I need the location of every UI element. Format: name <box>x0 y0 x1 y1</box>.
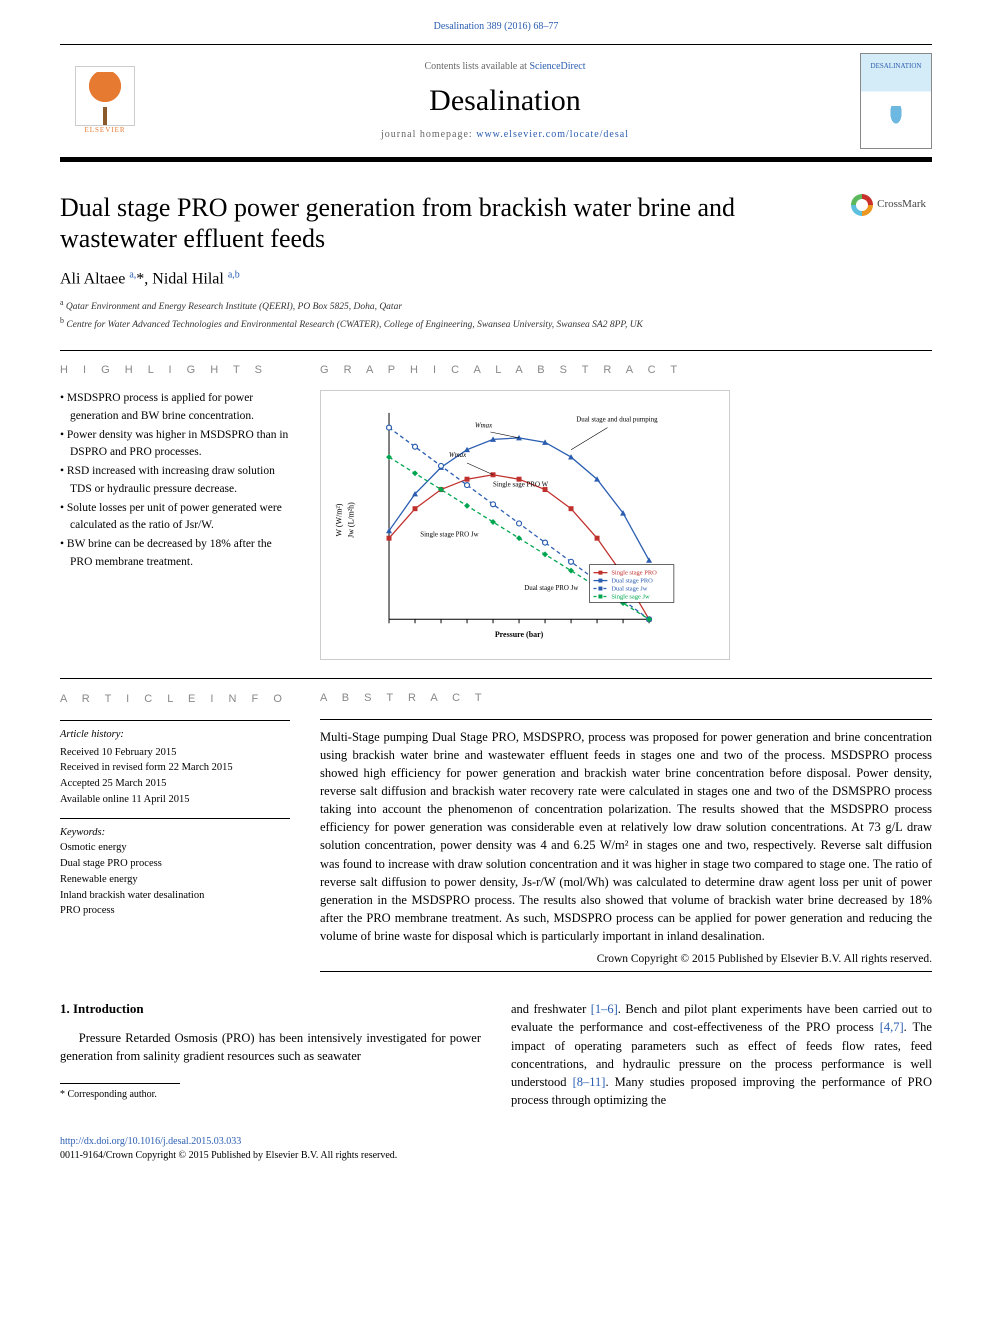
citation-link[interactable]: [8–11] <box>573 1075 606 1089</box>
section-heading: 1. Introduction <box>60 1000 481 1019</box>
body-paragraph: and freshwater [1–6]. Bench and pilot pl… <box>511 1000 932 1109</box>
highlights-list: MSDSPRO process is applied for power gen… <box>60 390 290 571</box>
history-line: Received in revised form 22 March 2015 <box>60 760 290 776</box>
doi-link[interactable]: http://dx.doi.org/10.1016/j.desal.2015.0… <box>60 1136 241 1147</box>
homepage-prefix: journal homepage: <box>381 129 476 140</box>
journal-name: Desalination <box>150 80 860 122</box>
divider <box>60 350 932 351</box>
info-divider <box>60 720 290 721</box>
svg-text:Single stage PRO: Single stage PRO <box>611 570 657 577</box>
svg-text:Dual stage PRO Jw: Dual stage PRO Jw <box>524 584 578 592</box>
svg-text:Jw (L/m²h): Jw (L/m²h) <box>346 502 355 538</box>
info-divider <box>60 818 290 819</box>
author-2: Nidal Hilal <box>152 271 228 288</box>
highlight-item: BW brine can be decreased by 18% after t… <box>60 536 290 571</box>
highlights-label: H I G H L I G H T S <box>60 363 290 378</box>
article-title: Dual stage PRO power generation from bra… <box>60 192 835 254</box>
highlight-item: Solute losses per unit of power generate… <box>60 500 290 535</box>
affiliation-a: a Qatar Environment and Energy Research … <box>60 297 932 314</box>
svg-text:Wmax: Wmax <box>475 422 493 430</box>
footnote-text: Corresponding author. <box>65 1089 157 1100</box>
cover-label: DESALINATION <box>871 62 922 70</box>
keyword: PRO process <box>60 903 290 919</box>
abstract-divider <box>320 971 932 972</box>
journal-cover-thumbnail: DESALINATION <box>860 53 932 149</box>
body-paragraph: Pressure Retarded Osmosis (PRO) has been… <box>60 1029 481 1065</box>
author-list: Ali Altaee a,*, Nidal Hilal a,b <box>60 268 932 291</box>
keyword: Inland brackish water desalination <box>60 888 290 904</box>
svg-text:W (W/m²): W (W/m²) <box>334 504 343 537</box>
graphical-abstract-figure: W (W/m²)Jw (L/m²h) Pressure (bar) Wmax Wmax… <box>320 390 730 660</box>
journal-homepage-line: journal homepage: www.elsevier.com/locat… <box>150 128 860 142</box>
keyword: Osmotic energy <box>60 840 290 856</box>
citation-header: Desalination 389 (2016) 68–77 <box>0 0 992 44</box>
abstract-copyright: Crown Copyright © 2015 Published by Else… <box>320 951 932 967</box>
highlights-block: H I G H L I G H T S MSDSPRO process is a… <box>60 363 290 660</box>
graphical-abstract-block: G R A P H I C A L A B S T R A C T W (W/m… <box>320 363 932 660</box>
abstract-text: Multi-Stage pumping Dual Stage PRO, MSDS… <box>320 728 932 946</box>
graphical-abstract-chart: W (W/m²)Jw (L/m²h) Pressure (bar) Wmax Wmax… <box>321 391 729 659</box>
history-line: Received 10 February 2015 <box>60 745 290 761</box>
highlight-item: MSDSPRO process is applied for power gen… <box>60 390 290 425</box>
keyword: Dual stage PRO process <box>60 856 290 872</box>
highlight-item: RSD increased with increasing draw solut… <box>60 463 290 498</box>
masthead-center: Contents lists available at ScienceDirec… <box>150 60 860 142</box>
author-2-affil[interactable]: a,b <box>228 271 240 288</box>
history-heading: Article history: <box>60 727 290 743</box>
svg-text:Dual stage Jw: Dual stage Jw <box>611 586 647 593</box>
svg-text:Dual stage and dual pumping: Dual stage and dual pumping <box>576 416 658 424</box>
contents-line: Contents lists available at ScienceDirec… <box>150 60 860 74</box>
affiliations: a Qatar Environment and Energy Research … <box>60 297 932 332</box>
svg-text:Pressure (bar): Pressure (bar) <box>495 630 544 639</box>
history-line: Available online 11 April 2015 <box>60 792 290 808</box>
footnote-separator <box>60 1083 180 1084</box>
abstract-block: A B S T R A C T Multi-Stage pumping Dual… <box>320 691 932 972</box>
svg-text:Single stage PRO Jw: Single stage PRO Jw <box>420 531 478 539</box>
issn-copyright: 0011-9164/Crown Copyright © 2015 Publish… <box>60 1150 397 1161</box>
contents-prefix: Contents lists available at <box>424 61 529 72</box>
footer-block: http://dx.doi.org/10.1016/j.desal.2015.0… <box>0 1135 992 1183</box>
highlight-item: Power density was higher in MSDSPRO than… <box>60 427 290 462</box>
crossmark-label: CrossMark <box>877 197 926 212</box>
corresponding-author-footnote: * Corresponding author. <box>60 1088 481 1103</box>
svg-text:Single sage Jw: Single sage Jw <box>611 594 650 601</box>
body-text: and freshwater <box>511 1002 591 1016</box>
graphical-abstract-label: G R A P H I C A L A B S T R A C T <box>320 363 932 378</box>
journal-masthead: ELSEVIER Contents lists available at Sci… <box>60 44 932 162</box>
svg-text:Wmax: Wmax <box>449 451 467 459</box>
introduction-section: 1. Introduction Pressure Retarded Osmosi… <box>60 1000 932 1109</box>
sciencedirect-link[interactable]: ScienceDirect <box>529 61 585 72</box>
citation-link[interactable]: [1–6] <box>591 1002 618 1016</box>
history-line: Accepted 25 March 2015 <box>60 776 290 792</box>
journal-homepage-link[interactable]: www.elsevier.com/locate/desal <box>476 129 629 140</box>
citation-link[interactable]: [4,7] <box>880 1020 904 1034</box>
abstract-divider <box>320 719 932 720</box>
article-info-label: A R T I C L E I N F O <box>60 691 290 708</box>
svg-text:Dual stage PRO: Dual stage PRO <box>611 578 653 585</box>
publisher-logo: ELSEVIER <box>60 56 150 146</box>
elsevier-tree-icon <box>75 66 135 126</box>
author-1: Ali Altaee <box>60 271 129 288</box>
article-info-block: A R T I C L E I N F O Article history: R… <box>60 691 290 972</box>
crossmark-icon <box>851 194 873 216</box>
keywords-heading: Keywords: <box>60 825 290 841</box>
affiliation-b: b Centre for Water Advanced Technologies… <box>60 315 932 332</box>
citation-link[interactable]: Desalination 389 (2016) 68–77 <box>434 21 559 32</box>
publisher-logo-label: ELSEVIER <box>84 126 125 136</box>
svg-text:Single sage PRO W: Single sage PRO W <box>493 481 549 489</box>
body-text: Pressure Retarded Osmosis (PRO) has been… <box>60 1031 481 1063</box>
abstract-label: A B S T R A C T <box>320 691 932 706</box>
keyword: Renewable energy <box>60 872 290 888</box>
crossmark-badge[interactable]: CrossMark <box>845 192 932 218</box>
divider <box>60 678 932 679</box>
